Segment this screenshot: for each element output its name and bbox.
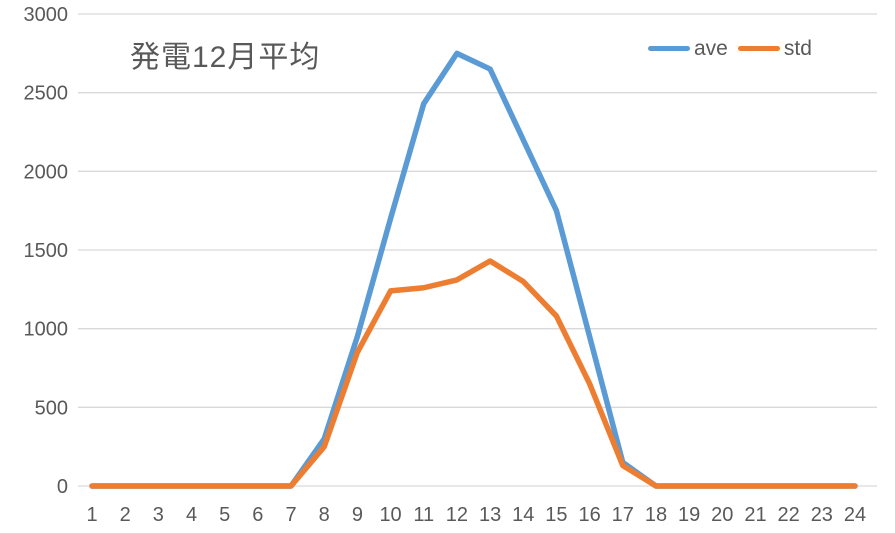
legend-item-std: std xyxy=(737,37,812,60)
x-tick-label: 5 xyxy=(219,504,230,526)
x-tick-label: 16 xyxy=(578,504,600,526)
x-tick-label: 22 xyxy=(778,504,800,526)
x-tick-label: 12 xyxy=(446,504,468,526)
x-tick-label: 19 xyxy=(678,504,700,526)
legend-label-std: std xyxy=(783,37,812,60)
x-tick-label: 14 xyxy=(512,504,534,526)
series-line-std xyxy=(89,258,858,489)
legend-swatch-std xyxy=(737,46,780,51)
x-tick-label: 10 xyxy=(379,504,401,526)
x-tick-label: 17 xyxy=(612,504,634,526)
x-tick-label: 9 xyxy=(352,504,363,526)
x-tick-label: 20 xyxy=(711,504,733,526)
x-tick-label: 1 xyxy=(86,504,97,526)
x-tick-label: 11 xyxy=(413,504,434,526)
legend-swatch-ave xyxy=(648,46,690,51)
y-tick-label: 2000 xyxy=(24,161,69,183)
y-tick-label: 500 xyxy=(35,397,68,419)
y-tick-label: 1000 xyxy=(24,319,69,341)
x-tick-label: 13 xyxy=(479,504,501,526)
legend: ave std xyxy=(648,38,812,59)
y-tick-label: 2500 xyxy=(24,83,69,105)
x-tick-label: 18 xyxy=(645,504,667,526)
x-tick-label: 2 xyxy=(120,504,131,526)
legend-item-ave: ave xyxy=(648,38,728,59)
x-tick-label: 3 xyxy=(153,504,164,526)
y-tick-label: 0 xyxy=(57,476,68,498)
x-tick-label: 24 xyxy=(844,504,866,526)
x-tick-label: 23 xyxy=(811,504,833,526)
y-tick-label: 3000 xyxy=(24,4,69,26)
x-tick-label: 15 xyxy=(545,504,567,526)
y-tick-label: 1500 xyxy=(24,240,69,262)
x-tick-label: 6 xyxy=(252,504,263,526)
legend-label-ave: ave xyxy=(694,37,728,60)
x-tick-label: 4 xyxy=(186,504,197,526)
x-tick-label: 7 xyxy=(285,504,296,526)
chart-title: 発電12月平均 xyxy=(130,41,321,74)
x-tick-label: 21 xyxy=(744,504,766,526)
x-tick-label: 8 xyxy=(319,504,330,526)
